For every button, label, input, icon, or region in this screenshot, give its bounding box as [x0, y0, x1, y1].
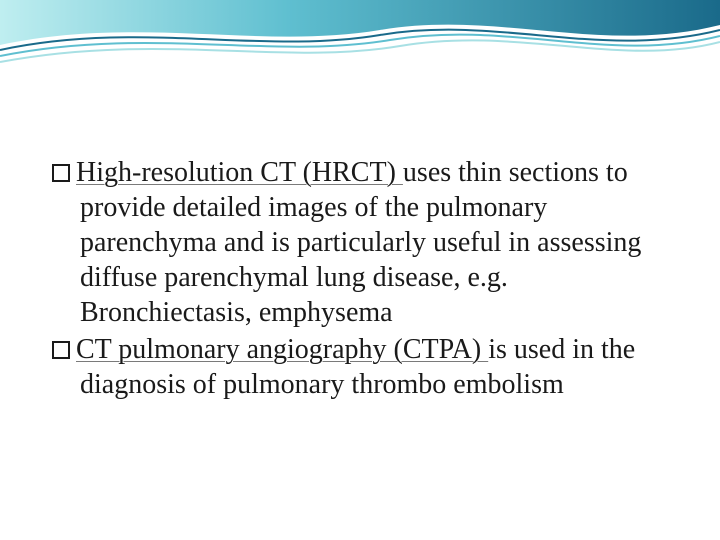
bullet-item: CT pulmonary angiography (CTPA) is used …	[52, 332, 672, 402]
bullet-lead: CT pulmonary angiography (CTPA)	[76, 334, 488, 365]
decorative-wave-header	[0, 0, 720, 90]
slide-body: High-resolution CT (HRCT) uses thin sect…	[52, 155, 672, 404]
bullet-box-icon	[52, 164, 70, 182]
bullet-box-icon	[52, 341, 70, 359]
bullet-item: High-resolution CT (HRCT) uses thin sect…	[52, 155, 672, 330]
bullet-lead: High-resolution CT (HRCT)	[76, 157, 403, 188]
